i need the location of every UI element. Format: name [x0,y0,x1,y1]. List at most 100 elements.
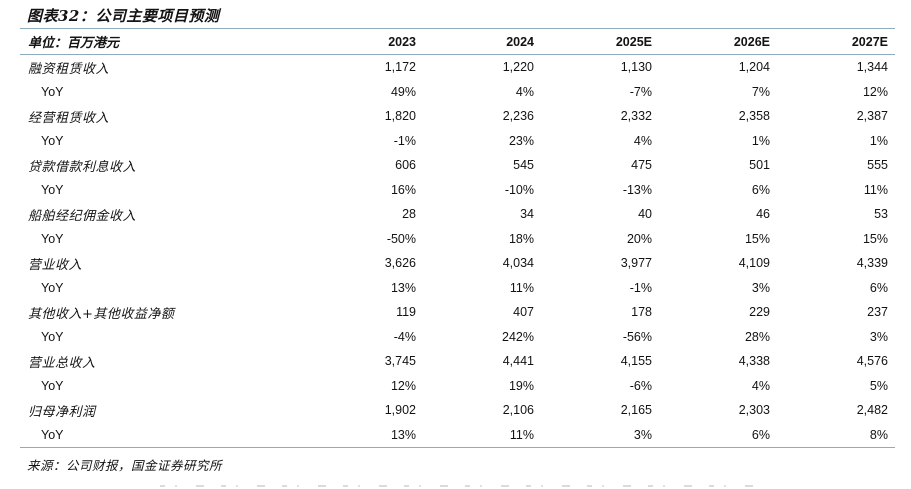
cell-value: -10% [504,182,534,197]
forecast-table: 单位：百万港元 2023 2024 2025E 2026E 2027E 融资租赁收入 1… [20,28,895,448]
cell-value: 4,576 [856,354,888,369]
column-header: 2025E [615,34,652,49]
cell-value: -6% [629,378,652,393]
cell-value: 2,303 [738,403,770,418]
table-row: 船舶经纪佣金收入 28 34 40 46 53 [20,202,895,227]
cell-value: 4,109 [738,256,770,271]
row-label: 船舶经纪佣金收入 [28,208,137,224]
source-note: 来源：公司财报，国金证券研究所 [27,458,223,473]
cell-value: 13% [390,427,416,442]
cell-value: 6% [751,182,770,197]
cell-value: 237 [867,305,888,320]
table-row: 其他收入+其他收益净额 119 407 178 229 237 [20,300,895,325]
table-row: YoY 16% -10% -13% 6% 11% [20,178,895,203]
cell-value: 4,441 [502,354,534,369]
table-row: YoY 49% 4% -7% 7% 12% [20,80,895,105]
cell-value: 5% [869,378,888,393]
cell-value: 407 [513,305,534,320]
figure-title: 图表32：公司主要项目预测 [27,7,220,25]
row-label: 归母净利润 [28,404,96,420]
cell-value: 501 [749,158,770,173]
table-row: 营业总收入 3,745 4,441 4,155 4,338 4,576 [20,349,895,374]
row-label: YoY [41,329,64,344]
cell-value: 2,106 [502,403,534,418]
cell-value: 475 [631,158,652,173]
row-label: YoY [41,84,64,99]
table-row: 融资租赁收入 1,172 1,220 1,130 1,204 1,344 [20,55,895,80]
cell-value: 545 [513,158,534,173]
cell-value: 34 [520,207,534,222]
cell-value: 2,482 [856,403,888,418]
cell-value: 606 [395,158,416,173]
cell-value: 1% [751,133,770,148]
cell-value: 15% [744,231,770,246]
cell-value: 23% [508,133,534,148]
row-label: 经营租赁收入 [28,110,110,126]
cell-value: 2,358 [738,109,770,124]
column-header: 2024 [506,34,534,49]
cell-value: 178 [631,305,652,320]
cell-value: -7% [629,84,652,99]
cell-value: 3% [869,329,888,344]
cell-value: 19% [508,378,534,393]
cell-value: 12% [862,84,888,99]
cell-value: 3,977 [620,256,652,271]
cell-value: 1% [869,133,888,148]
cell-value: -56% [622,329,652,344]
unit-label: 单位：百万港元 [28,36,120,51]
cell-value: 11% [863,182,888,197]
cell-value: 4,338 [738,354,770,369]
cell-value: 1,172 [384,60,416,75]
cell-value: 1,820 [384,109,416,124]
cell-value: 13% [390,280,416,295]
cell-value: 2,236 [502,109,534,124]
cell-value: 20% [626,231,652,246]
cell-value: 2,332 [620,109,652,124]
table-row: 贷款借款利息收入 606 545 475 501 555 [20,153,895,178]
row-label: YoY [41,280,64,295]
cell-value: 2,387 [856,109,888,124]
row-label: YoY [41,378,64,393]
cell-value: 555 [867,158,888,173]
cell-value: 11% [509,427,534,442]
table-row: YoY -50% 18% 20% 15% 15% [20,227,895,252]
cell-value: 3,626 [384,256,416,271]
cell-value: 242% [502,329,534,344]
row-label: 其他收入+其他收益净额 [28,306,175,322]
row-label: 营业总收入 [28,355,96,371]
table-row: YoY 13% 11% 3% 6% 8% [20,423,895,448]
cell-value: 53 [874,207,888,222]
table-row: 营业收入 3,626 4,034 3,977 4,109 4,339 [20,251,895,276]
cell-value: 46 [756,207,770,222]
cell-value: -1% [629,280,652,295]
table-row: YoY 12% 19% -6% 4% 5% [20,374,895,399]
cell-value: 16% [390,182,416,197]
cell-value: -1% [393,133,416,148]
cell-value: 4,339 [856,256,888,271]
cell-value: -13% [622,182,652,197]
cell-value: 1,130 [620,60,652,75]
column-header: 2026E [733,34,770,49]
row-label: YoY [41,182,64,197]
cell-value: 4% [633,133,652,148]
column-header: 2027E [851,34,888,49]
row-label: YoY [41,133,64,148]
cell-value: 3% [751,280,770,295]
cell-value: 229 [749,305,770,320]
cell-value: 28 [402,207,416,222]
cell-value: 15% [862,231,888,246]
cell-value: 4% [751,378,770,393]
table-row: 经营租赁收入 1,820 2,236 2,332 2,358 2,387 [20,104,895,129]
cell-value: 49% [390,84,416,99]
table-row: YoY 13% 11% -1% 3% 6% [20,276,895,301]
row-label: YoY [41,427,64,442]
cell-value: 7% [751,84,770,99]
table-header-row: 单位：百万港元 2023 2024 2025E 2026E 2027E [20,28,895,55]
cell-value: 4,034 [502,256,534,271]
table-row: YoY -1% 23% 4% 1% 1% [20,129,895,154]
cell-value: 11% [509,280,534,295]
cell-value: 28% [744,329,770,344]
cell-value: 18% [508,231,534,246]
row-label: 营业收入 [28,257,83,273]
cell-value: 2,165 [620,403,652,418]
